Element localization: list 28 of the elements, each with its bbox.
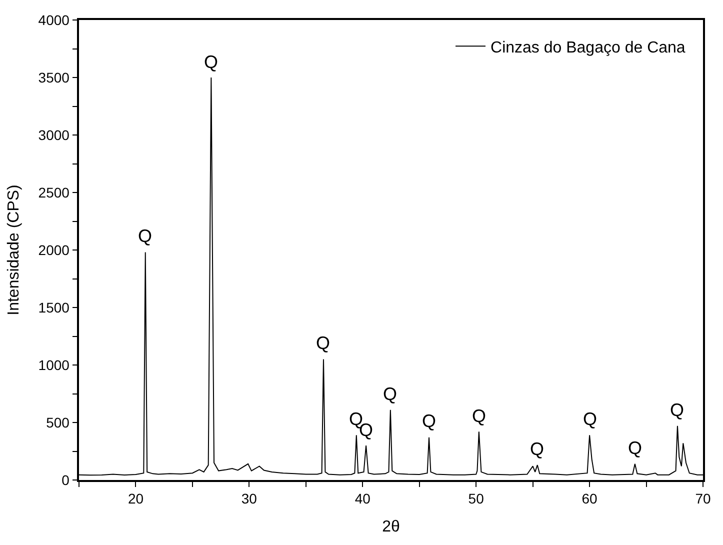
annotation: Q (204, 52, 218, 72)
y-tick-label: 0 (62, 472, 70, 488)
y-tick-label: 500 (46, 414, 70, 430)
x-tick-label: 20 (128, 490, 144, 507)
annotation: Q (530, 439, 544, 459)
x-tick-label: 60 (582, 490, 598, 507)
y-tick-label: 3000 (38, 126, 70, 143)
y-axis-title: Intensidade (CPS) (6, 184, 23, 316)
y-tick-label: 1500 (38, 299, 70, 316)
x-axis-title: 2θ (382, 518, 400, 536)
annotation: Q (670, 400, 684, 420)
annotation: Q (422, 411, 436, 431)
annotation: Q (628, 438, 642, 458)
annotation: Q (316, 333, 330, 353)
annotation: Q (383, 384, 398, 404)
y-tick-label: 2000 (38, 242, 70, 258)
annotation: Q (583, 409, 598, 429)
y-tick-label: 2500 (38, 184, 70, 200)
y-tick-label: 3500 (38, 69, 70, 86)
x-tick-label: 70 (695, 490, 711, 507)
annotation: Q (472, 406, 486, 426)
y-tick-label: 1000 (38, 356, 70, 373)
legend-label: Cinzas do Bagaço de Cana (490, 39, 686, 56)
annotation: Q (138, 226, 152, 246)
x-tick-label: 40 (354, 490, 371, 507)
x-tick-label: 30 (241, 490, 258, 507)
y-tick-label: 4000 (38, 12, 70, 28)
x-tick-label: 50 (468, 490, 484, 507)
